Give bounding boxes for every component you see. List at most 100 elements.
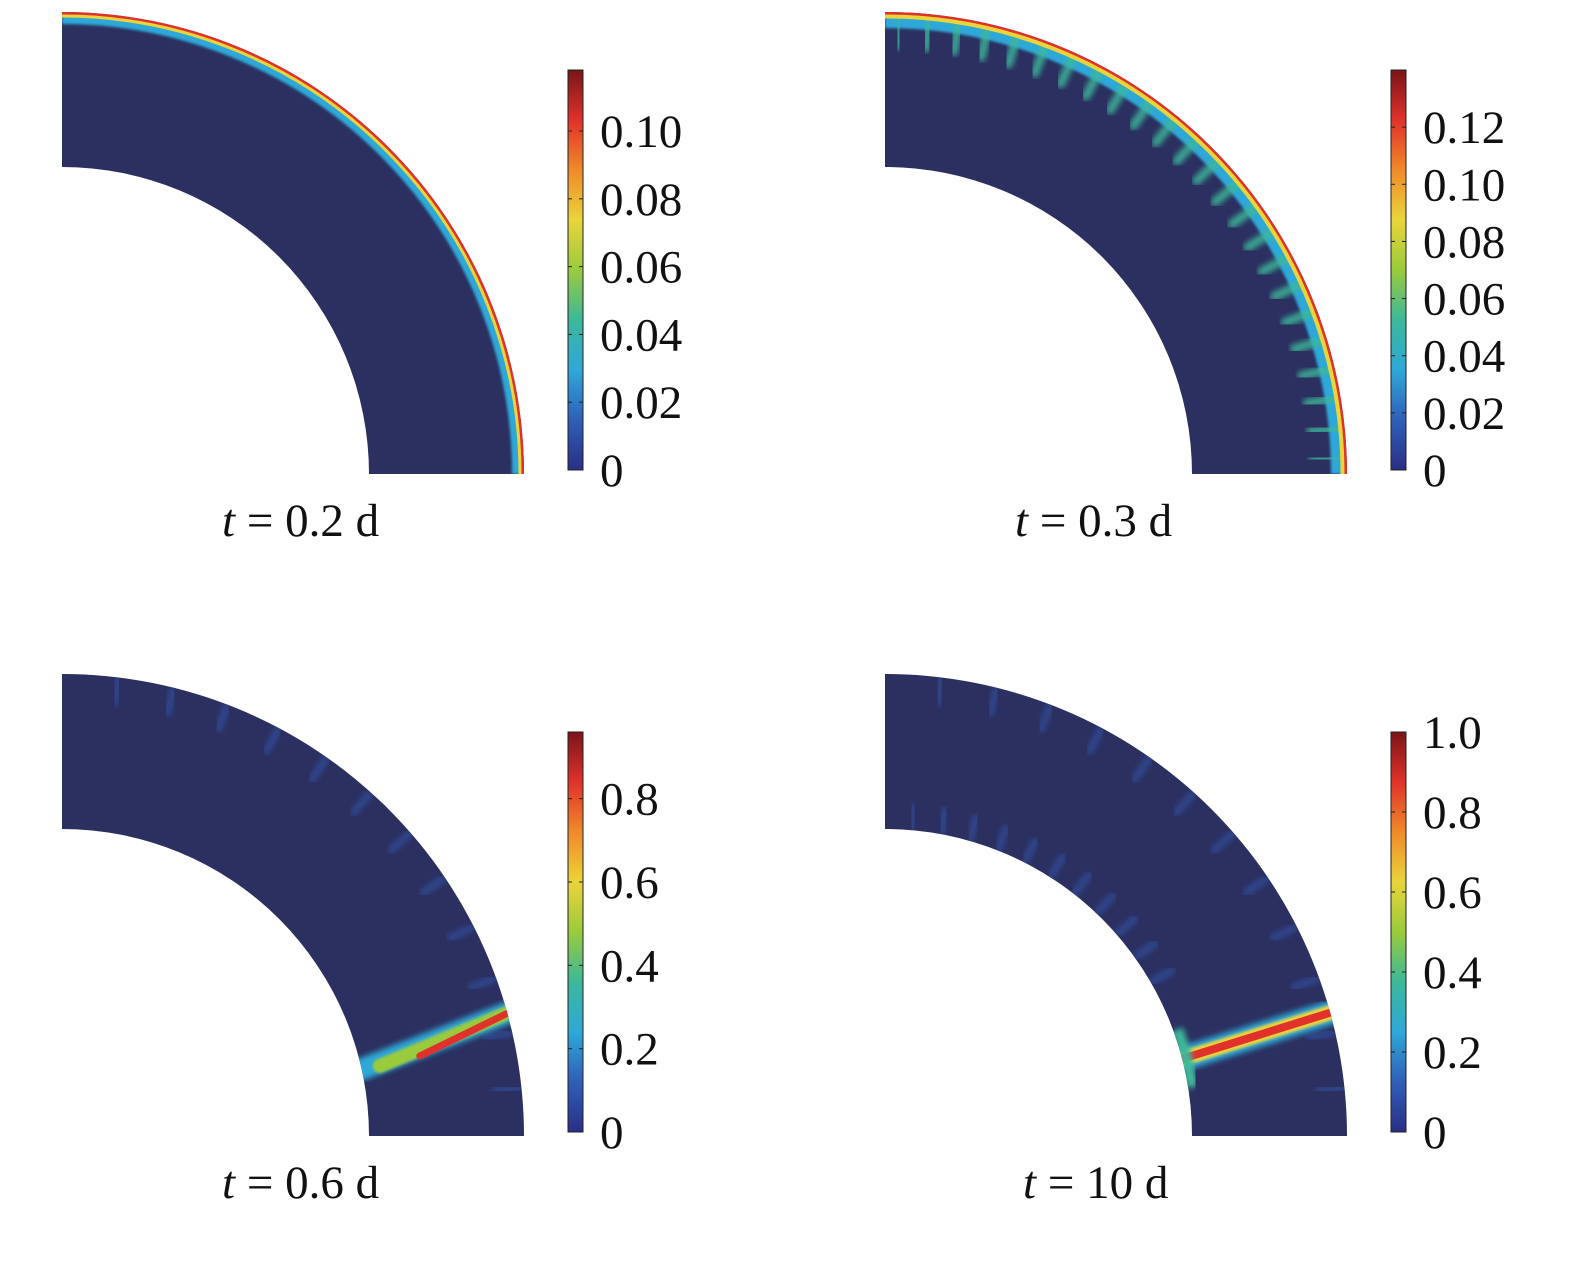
damage-notch-inner xyxy=(937,806,950,837)
damage-notch xyxy=(1105,80,1131,115)
damage-notch xyxy=(1210,830,1237,854)
damage-notch xyxy=(1289,335,1328,354)
colorbar-tick-label: 0.02 xyxy=(1423,388,1505,440)
damage-notch xyxy=(921,13,934,53)
colorbar: 1.0 0.8 0.6 0.4 0.2 0 xyxy=(1390,707,1482,1159)
annulus-body xyxy=(885,674,1347,1136)
colorbar-tick-label: 0.6 xyxy=(600,857,659,909)
time-caption: t = 0.6 d xyxy=(222,1157,380,1209)
panel-t-0-2: 0.10 0.08 0.06 0.04 0.02 0 t = 0.2 d xyxy=(0,0,780,600)
colorbar: 0.10 0.08 0.06 0.04 0.02 0 xyxy=(567,69,682,497)
damage-notch xyxy=(308,755,330,783)
colorbar-gradient xyxy=(567,69,584,471)
damage-notch xyxy=(1302,393,1342,408)
crack-core xyxy=(416,1007,515,1060)
damage-field xyxy=(907,675,1347,1095)
damage-notch xyxy=(1151,114,1180,148)
damage-notch xyxy=(349,790,374,816)
damage-notch-inner xyxy=(1071,871,1093,897)
damage-notch xyxy=(1243,226,1278,252)
colorbar-tick-label: 0.12 xyxy=(1423,102,1505,154)
annulus-quarter xyxy=(62,12,524,474)
colorbar-tick-label: 0.4 xyxy=(1423,947,1482,999)
damage-notch xyxy=(1269,279,1307,302)
colorbar-tick-label: 0.6 xyxy=(1423,867,1482,919)
damage-notch xyxy=(1257,252,1293,276)
damage-notch xyxy=(1172,134,1202,166)
annulus-body xyxy=(62,674,524,1136)
damage-notch xyxy=(986,685,1001,717)
damage-notch xyxy=(111,675,123,708)
damage-notch xyxy=(1308,453,1347,464)
colorbar-tick-label: 0.06 xyxy=(1423,274,1505,326)
annulus-quarter xyxy=(62,674,524,1136)
colorbar-tick-label: 0 xyxy=(1423,445,1447,497)
damage-notch xyxy=(387,830,414,854)
damage-notch xyxy=(1306,423,1346,436)
colorbar-tick-label: 0.10 xyxy=(1423,159,1505,211)
crack-root-bleed xyxy=(1171,1027,1199,1089)
damage-notch xyxy=(1210,178,1243,207)
damage-notch-inner xyxy=(1021,837,1040,865)
damage-notch xyxy=(214,702,231,733)
panel-t-0-6: 0.8 0.6 0.4 0.2 0 t = 0.6 d xyxy=(0,662,780,1262)
damage-notch xyxy=(1297,364,1336,381)
annulus-contour-plot: 0.120.100.08 0.060.040.020 xyxy=(885,12,1505,497)
damage-notch xyxy=(1305,1028,1338,1042)
damage-notch xyxy=(1242,874,1271,897)
damage-notch-inner xyxy=(994,824,1011,853)
annulus-body xyxy=(885,12,1347,474)
damage-notch xyxy=(446,923,476,943)
damage-notch xyxy=(1192,155,1224,186)
damage-field xyxy=(885,12,1347,474)
damage-notch xyxy=(976,23,993,62)
damage-notch-inner xyxy=(1047,852,1067,880)
annulus-body xyxy=(62,12,524,474)
damage-notch xyxy=(934,675,946,708)
colorbar-tick-label: 0.08 xyxy=(600,174,682,226)
colorbar-tick-label: 0.08 xyxy=(1423,216,1505,268)
damage-band-mid xyxy=(885,13,1346,474)
colorbar-tick-label: 1.0 xyxy=(1423,707,1482,759)
colorbar-tick-label: 0.10 xyxy=(600,106,682,158)
damage-notch-inner xyxy=(907,802,918,833)
damage-notch xyxy=(467,974,499,991)
damage-notch xyxy=(1314,1083,1347,1095)
panel-t-0-3: 0.12 0.10 0.08 0.06 0.04 0.02 0 t = 0.3 d xyxy=(823,0,1575,600)
annulus-quarter xyxy=(885,12,1347,474)
colorbar-tick-label: 0 xyxy=(600,1107,624,1159)
damage-notch xyxy=(419,874,448,897)
annulus-quarter xyxy=(885,674,1347,1136)
damage-notch xyxy=(1269,923,1299,943)
colorbar-tick-label: 0.2 xyxy=(600,1024,659,1076)
colorbar-tick-label: 0.8 xyxy=(600,774,659,826)
damage-notch xyxy=(1081,65,1105,101)
damage-band-mid xyxy=(62,12,524,474)
time-caption: t = 10 d xyxy=(1023,1157,1169,1209)
damage-notch xyxy=(949,17,964,57)
damage-notch xyxy=(163,685,178,717)
colorbar-gradient xyxy=(1390,69,1407,471)
colorbar-tick-label: 0.2 xyxy=(1423,1027,1482,1079)
damage-field xyxy=(62,12,524,474)
colorbar: 0.120.100.08 0.060.040.020 xyxy=(1390,69,1505,497)
damage-band-outer xyxy=(62,14,522,474)
colorbar-tick-label: 0.04 xyxy=(600,309,682,361)
colorbar-gradient xyxy=(567,731,584,1133)
damage-notch xyxy=(893,12,904,51)
damage-band-peak xyxy=(885,12,1347,474)
damage-notch xyxy=(491,1083,524,1095)
damage-band-peak xyxy=(62,12,524,474)
damage-notch xyxy=(1172,790,1197,816)
damage-notch xyxy=(1085,725,1105,756)
colorbar-gradient xyxy=(1390,731,1407,1133)
damage-notch xyxy=(1280,307,1318,327)
colorbar-tick-label: 0.04 xyxy=(1423,331,1505,383)
damage-notch xyxy=(1030,40,1050,78)
colorbar-tick-label: 0 xyxy=(600,445,624,497)
annulus-contour-plot: 0.10 0.08 0.06 0.04 0.02 0 xyxy=(62,12,682,497)
damage-notch xyxy=(262,725,282,756)
damage-notch xyxy=(1003,30,1022,69)
colorbar-tick-label: 0 xyxy=(1423,1107,1447,1159)
damage-notch-inner xyxy=(966,813,981,843)
